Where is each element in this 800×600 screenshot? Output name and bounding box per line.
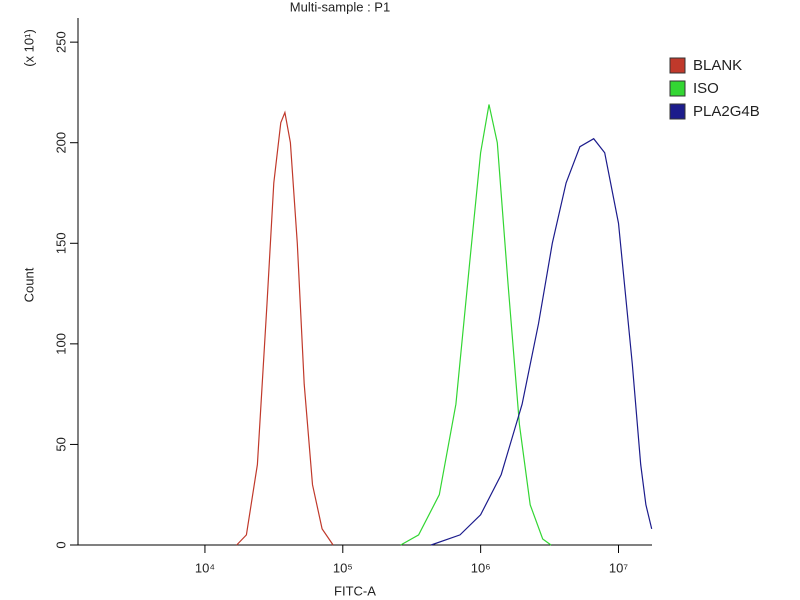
x-tick-label: 10⁶ (471, 560, 491, 575)
legend-swatch (669, 80, 686, 97)
legend-label: ISO (693, 80, 719, 97)
legend-swatch (669, 103, 686, 120)
y-axis-label: Count (21, 267, 36, 302)
x-tick-label: 10⁴ (195, 560, 215, 575)
y-tick-label: 0 (53, 541, 68, 548)
chart-title: Multi-sample : P1 (290, 0, 390, 14)
y-tick-label: 150 (53, 232, 68, 254)
y-tick-label: 100 (53, 333, 68, 355)
y-axis-annotation: (x 10¹) (21, 29, 36, 67)
series-line (400, 104, 552, 546)
x-axis-label: FITC-A (334, 583, 376, 598)
y-tick-label: 250 (53, 31, 68, 53)
series-line (236, 110, 334, 546)
y-tick-label: 200 (53, 132, 68, 154)
x-tick-label: 10⁷ (609, 560, 628, 575)
x-tick-label: 10⁵ (333, 560, 353, 575)
legend-label: BLANK (693, 57, 742, 74)
y-tick-label: 50 (53, 437, 68, 451)
legend-label: PLA2G4B (693, 103, 760, 120)
series-line (430, 137, 653, 546)
legend-swatch (669, 57, 686, 74)
